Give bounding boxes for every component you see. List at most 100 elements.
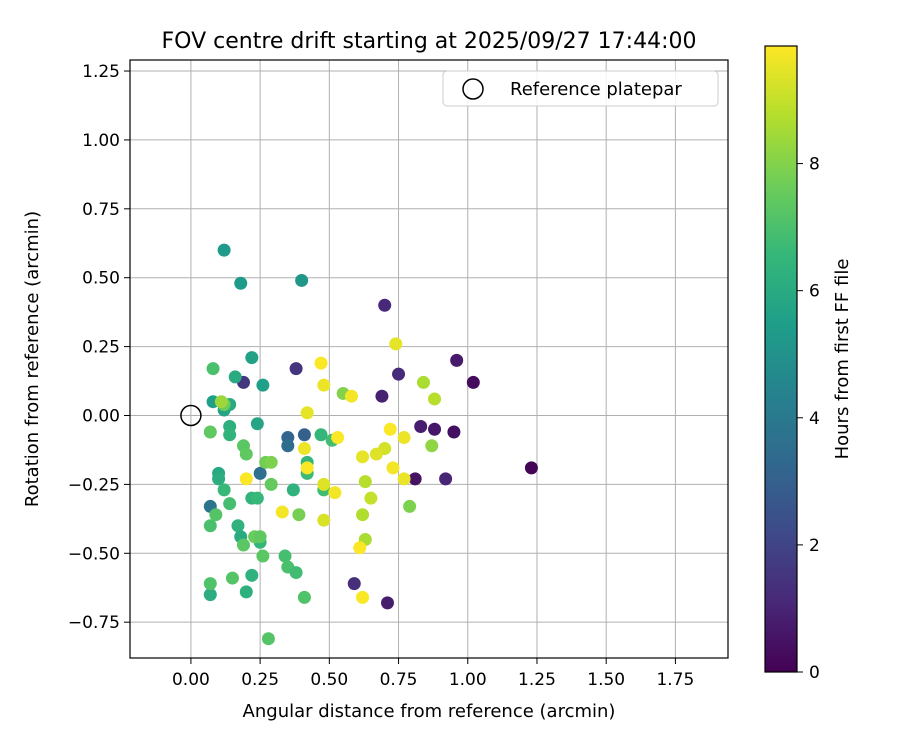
data-point <box>425 439 439 453</box>
y-axis-label: Rotation from reference (arcmin) <box>22 211 43 507</box>
data-point <box>239 472 253 486</box>
data-point <box>250 417 264 431</box>
x-tick-label: 1.75 <box>656 670 694 690</box>
data-point <box>353 541 367 555</box>
data-point <box>408 472 422 486</box>
y-tick-label: −0.75 <box>68 613 120 633</box>
data-point <box>209 508 223 522</box>
data-point <box>245 351 259 365</box>
data-point <box>314 356 328 370</box>
data-point <box>203 588 217 602</box>
data-point <box>237 538 251 552</box>
data-point <box>428 422 442 436</box>
data-point <box>256 378 270 392</box>
data-point <box>358 475 372 489</box>
y-tick-label: −0.25 <box>68 475 120 495</box>
data-point <box>223 428 237 442</box>
legend-box <box>442 70 719 107</box>
data-point <box>389 337 403 351</box>
x-axis-label: Angular distance from reference (arcmin) <box>243 701 616 722</box>
data-point <box>275 505 289 519</box>
data-point <box>261 632 275 646</box>
data-point <box>328 486 342 500</box>
data-point <box>378 298 392 312</box>
data-point <box>203 519 217 533</box>
x-axis-ticks: 0.00 0.25 0.50 0.75 1.00 1.25 1.50 1.75 <box>172 658 694 690</box>
data-point <box>300 406 314 420</box>
data-point <box>239 447 253 461</box>
data-point <box>223 497 237 511</box>
x-tick-label: 1.25 <box>518 670 556 690</box>
data-point <box>317 477 331 491</box>
data-point <box>289 362 303 376</box>
data-point <box>403 499 417 513</box>
colorbar-tick-label: 2 <box>809 536 820 556</box>
y-tick-label: −0.50 <box>68 544 120 564</box>
chart-title: FOV centre drift starting at 2025/09/27 … <box>162 29 697 54</box>
y-tick-label: 1.25 <box>82 62 120 82</box>
data-point <box>295 273 309 287</box>
data-point <box>297 590 311 604</box>
data-point <box>356 508 370 522</box>
legend-marker-open-circle <box>462 78 484 100</box>
colorbar-tick-label: 8 <box>809 155 820 175</box>
data-point <box>356 590 370 604</box>
data-point <box>214 395 228 409</box>
data-point <box>364 491 378 505</box>
data-point <box>203 425 217 439</box>
data-point <box>278 549 292 563</box>
data-point <box>245 568 259 582</box>
y-tick-label: 0.00 <box>82 406 120 426</box>
x-tick-label: 0.75 <box>380 670 418 690</box>
data-point <box>239 585 253 599</box>
data-point <box>297 442 311 456</box>
data-point <box>217 483 231 497</box>
reference-platepar-marker <box>180 404 202 427</box>
y-tick-label: 0.50 <box>82 269 120 289</box>
data-point <box>416 375 430 389</box>
data-point <box>369 447 383 461</box>
data-point <box>380 596 394 610</box>
data-point <box>450 353 464 367</box>
y-tick-label: 0.25 <box>82 338 120 358</box>
data-point <box>300 461 314 475</box>
data-point <box>397 431 411 445</box>
x-tick-label: 0.50 <box>310 670 348 690</box>
data-point <box>289 566 303 580</box>
y-tick-label: 1.00 <box>82 131 120 151</box>
data-point <box>314 428 328 442</box>
data-point <box>297 428 311 442</box>
data-point <box>356 450 370 464</box>
data-point <box>228 370 242 384</box>
x-tick-label: 0.00 <box>172 670 210 690</box>
colorbar-tick-label: 6 <box>809 282 820 302</box>
data-point <box>253 530 267 544</box>
data-point <box>344 389 358 403</box>
data-point <box>206 362 220 376</box>
data-point <box>331 431 345 445</box>
reference-marker-layer <box>180 404 202 427</box>
data-point <box>256 549 270 563</box>
data-point <box>317 513 331 527</box>
data-point <box>264 477 278 491</box>
data-point <box>264 455 278 469</box>
x-tick-label: 0.25 <box>241 670 279 690</box>
data-point <box>439 472 453 486</box>
data-point <box>392 367 406 381</box>
data-point <box>383 422 397 436</box>
colorbar-tick-label: 0 <box>809 663 820 683</box>
colorbar-tick-label: 4 <box>809 409 820 429</box>
data-point <box>524 461 538 475</box>
plot-area <box>130 60 728 658</box>
legend: Reference platepar <box>442 70 719 107</box>
colorbar: 0 2 4 6 8 Hours from first FF file <box>764 45 853 683</box>
data-point <box>317 378 331 392</box>
data-point <box>414 420 428 434</box>
y-tick-label: 0.75 <box>82 200 120 220</box>
data-point <box>217 243 231 257</box>
data-point <box>231 519 245 533</box>
colorbar-label: Hours from first FF file <box>832 259 853 460</box>
data-point <box>375 389 389 403</box>
data-point <box>212 472 226 486</box>
